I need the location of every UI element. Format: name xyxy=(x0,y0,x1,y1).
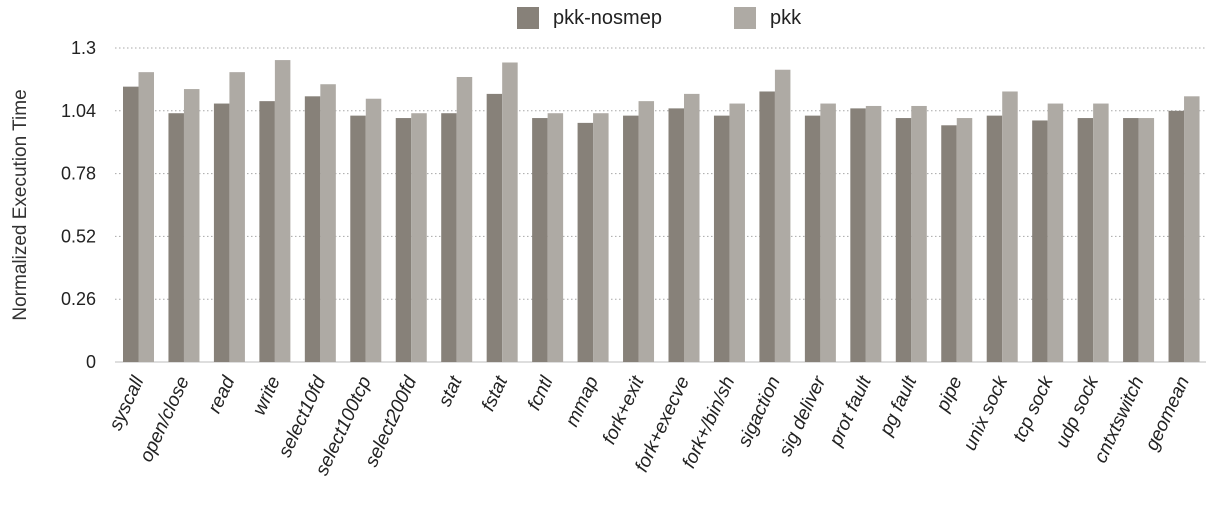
bar-pkk-nosmep xyxy=(850,108,866,362)
bar-pkk-nosmep xyxy=(986,115,1003,362)
legend-swatch-pkk-nosmep xyxy=(517,7,539,29)
bar-pkk-nosmep xyxy=(759,91,775,362)
x-tick-label: sigaction xyxy=(734,373,785,450)
x-tick-label: read xyxy=(204,372,240,417)
bar-pkk xyxy=(138,72,154,363)
x-tick-label: syscall xyxy=(105,373,148,434)
bar-pkk-nosmep xyxy=(804,115,821,362)
gridlines xyxy=(115,47,1206,363)
bar-pkk-nosmep xyxy=(623,115,639,362)
bar-pkk xyxy=(1138,118,1155,362)
bar-pkk xyxy=(547,113,564,362)
bar-pkk xyxy=(911,105,927,362)
x-tick-label: stat xyxy=(435,373,467,410)
bar-pkk xyxy=(820,103,836,363)
bar-pkk xyxy=(1002,91,1018,362)
y-tick-label: 0 xyxy=(86,352,96,372)
y-tick-label: 0.26 xyxy=(61,289,96,309)
bar-pkk xyxy=(593,113,609,362)
bars xyxy=(123,60,1200,363)
bar-pkk xyxy=(1184,96,1200,362)
bar-pkk-nosmep xyxy=(395,118,412,362)
bar-pkk-nosmep xyxy=(1032,120,1048,363)
bar-pkk xyxy=(1047,103,1064,363)
x-tick-label: mmap xyxy=(562,373,603,430)
bar-pkk xyxy=(229,72,245,363)
bar-pkk-nosmep xyxy=(895,118,912,362)
bar-pkk xyxy=(1093,103,1109,363)
bar-pkk-nosmep xyxy=(532,118,548,362)
y-axis-title: Normalized Execution Time xyxy=(10,89,31,320)
bar-pkk-nosmep xyxy=(1123,118,1139,362)
x-tick-label: fcntl xyxy=(524,373,558,414)
bar-pkk xyxy=(956,118,973,362)
bar-pkk xyxy=(774,69,791,363)
y-tick-labels: 0 0.26 0.52 0.78 1.04 1.3 xyxy=(61,38,96,372)
bar-pkk xyxy=(411,113,427,362)
legend-item-pkk-nosmep: pkk-nosmep xyxy=(517,6,662,30)
bar-pkk-nosmep xyxy=(350,115,366,362)
bar-pkk xyxy=(502,62,518,363)
y-tick-label: 0.52 xyxy=(61,226,96,246)
bar-pkk xyxy=(684,93,700,362)
bar-pkk-nosmep xyxy=(259,101,275,362)
bar-pkk-nosmep xyxy=(304,96,321,362)
bar-pkk-nosmep xyxy=(1077,118,1094,362)
bar-pkk xyxy=(729,103,745,363)
x-tick-label: pg fault xyxy=(875,373,921,440)
y-tick-label: 0.78 xyxy=(61,164,96,184)
legend-item-pkk: pkk xyxy=(734,6,801,30)
x-tick-label: unix sock xyxy=(960,372,1013,454)
bar-pkk xyxy=(183,89,200,362)
bar-pkk-nosmep xyxy=(577,122,594,362)
x-tick-label: fstat xyxy=(478,373,513,415)
x-tick-label: write xyxy=(249,373,285,418)
bar-pkk-nosmep xyxy=(213,103,230,363)
x-tick-label: sig deliver xyxy=(775,373,830,460)
x-tick-label: geomean xyxy=(1141,373,1194,454)
x-tick-label: fork+exit xyxy=(599,373,649,448)
bar-pkk-nosmep xyxy=(168,113,184,362)
x-tick-label: pipe xyxy=(932,373,967,415)
bar-pkk-nosmep xyxy=(486,93,503,362)
legend: pkk-nosmep pkk xyxy=(0,6,1206,34)
x-tick-label: tcp sock xyxy=(1009,372,1058,445)
bar-pkk-nosmep xyxy=(713,115,730,362)
bar-pkk-nosmep xyxy=(441,113,457,362)
bar-pkk-nosmep xyxy=(941,125,957,362)
bar-pkk-nosmep xyxy=(123,86,139,363)
bar-pkk xyxy=(865,105,882,362)
bar-pkk xyxy=(456,76,473,362)
bar-pkk xyxy=(638,101,655,362)
y-tick-label: 1.3 xyxy=(71,38,96,58)
bar-pkk xyxy=(274,60,291,362)
legend-label-pkk-nosmep: pkk-nosmep xyxy=(553,7,662,29)
y-tick-label: 1.04 xyxy=(61,101,96,121)
x-tick-label: prot fault xyxy=(825,373,876,450)
legend-swatch-pkk xyxy=(734,7,756,29)
bar-pkk xyxy=(320,84,336,362)
bar-pkk xyxy=(365,98,382,362)
legend-label-pkk: pkk xyxy=(770,7,802,29)
bar-pkk-nosmep xyxy=(668,108,684,362)
bar-pkk-nosmep xyxy=(1168,110,1185,362)
x-tick-label: udp sock xyxy=(1052,372,1104,451)
